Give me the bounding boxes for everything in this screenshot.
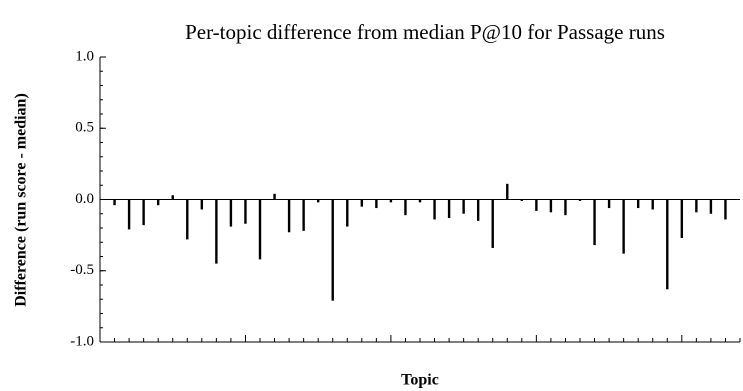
bar (273, 193, 276, 200)
bar (433, 199, 436, 220)
bar (447, 199, 451, 219)
bar (593, 199, 596, 246)
y-tick-label: -0.5 (70, 262, 94, 278)
bar (724, 199, 727, 220)
bar (142, 199, 145, 226)
bar (346, 199, 349, 227)
bar (389, 199, 393, 203)
bar (244, 199, 247, 224)
y-tick-label: 0.0 (75, 191, 94, 207)
bar (418, 199, 422, 203)
y-tick-label: 1.0 (75, 48, 94, 64)
bar (375, 199, 378, 209)
bar (462, 199, 465, 214)
bar (506, 183, 509, 200)
bar (549, 199, 553, 213)
bar (666, 199, 669, 290)
bar (360, 199, 364, 207)
bar (651, 199, 654, 210)
bar (520, 199, 524, 201)
bar (476, 199, 480, 221)
bar (695, 199, 698, 213)
bar (200, 199, 204, 210)
bar (186, 199, 189, 240)
bar (622, 199, 625, 254)
bar (287, 199, 291, 233)
bar (156, 199, 160, 206)
bar (636, 199, 640, 209)
bar (578, 199, 582, 201)
y-tick-label: -1.0 (70, 333, 94, 349)
y-axis-label: Difference (run score - median) (13, 93, 30, 307)
bar (331, 199, 334, 301)
x-axis-label: Topic (401, 372, 439, 389)
bar (215, 199, 218, 264)
bar (127, 199, 131, 230)
bar (491, 199, 494, 248)
y-tick-label: 0.5 (75, 120, 94, 136)
bar (709, 199, 713, 214)
bar (316, 199, 320, 203)
bar (229, 199, 233, 227)
bar (535, 199, 538, 211)
chart-title: Per-topic difference from median P@10 fo… (185, 20, 665, 44)
bar (258, 199, 262, 260)
bar (680, 199, 684, 238)
bar (171, 195, 174, 200)
bar (302, 199, 305, 231)
bar (607, 199, 611, 209)
bar (113, 199, 116, 206)
bar (564, 199, 567, 216)
bar (404, 199, 407, 216)
